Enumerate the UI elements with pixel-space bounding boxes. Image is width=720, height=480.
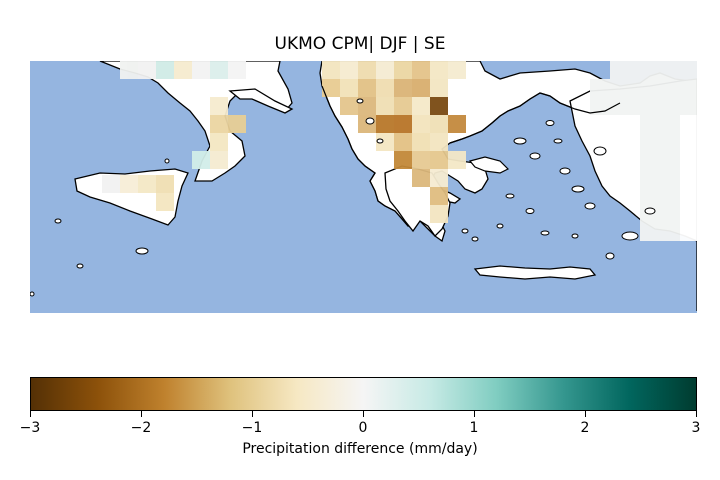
colorbar-label: Precipitation difference (mm/day)	[242, 441, 478, 457]
colorbar-tick	[585, 411, 586, 417]
colorbar-tick	[363, 411, 364, 417]
colorbar-tick-label: −1	[241, 420, 263, 436]
crete-island	[473, 265, 597, 280]
colorbar-tick	[474, 411, 475, 417]
colorbar-tick	[30, 411, 31, 417]
colorbar-tick-label: 0	[358, 420, 368, 436]
map-canvas	[30, 61, 697, 313]
map-panel	[30, 61, 697, 313]
euboea-island	[468, 156, 510, 174]
colorbar-tick-label: −3	[19, 420, 41, 436]
map-title: UKMO CPM| DJF | SE	[274, 34, 446, 54]
apulia-heel	[228, 88, 294, 114]
colorbar-tick-label: 2	[580, 420, 590, 436]
colorbar-tick	[696, 411, 697, 417]
precip-cells	[102, 61, 697, 241]
aegean-islands	[30, 98, 656, 297]
coastlines	[321, 85, 621, 227]
colorbar-tick-label: −2	[130, 420, 152, 436]
colorbar-tick	[252, 411, 253, 417]
colorbar	[30, 377, 697, 411]
colorbar-tick-label: 1	[469, 420, 479, 436]
colorbar-gradient	[31, 378, 696, 410]
colorbar-tick-label: 3	[691, 420, 701, 436]
colorbar-tick	[141, 411, 142, 417]
colorbar-ticks: −3 −2 −1 0 1 2 3	[20, 411, 700, 441]
